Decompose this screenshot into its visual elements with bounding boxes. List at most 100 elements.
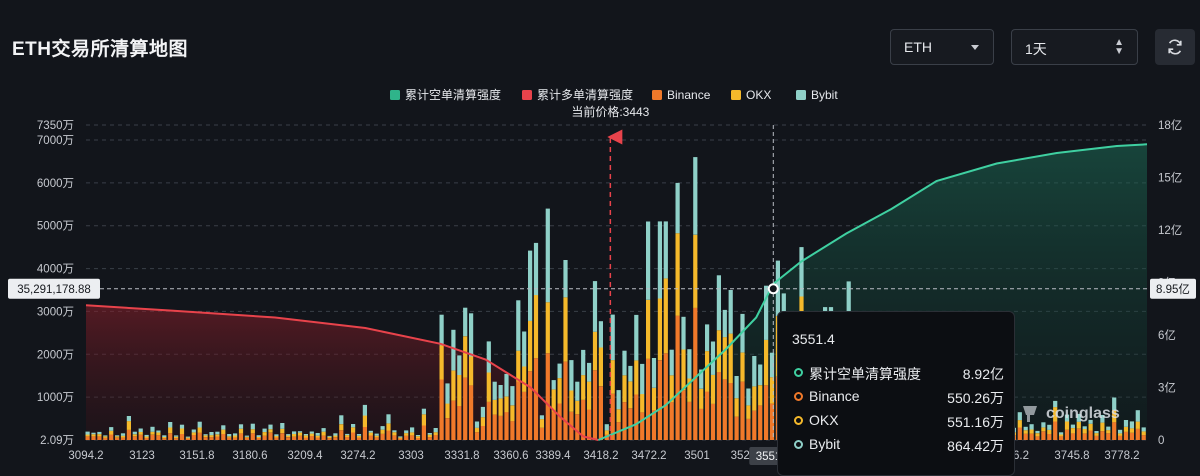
binance-bar: [581, 400, 586, 440]
binance-bar: [474, 432, 480, 440]
binance-bar: [439, 379, 444, 440]
binance-bar: [362, 427, 367, 440]
legend-label: Binance: [667, 88, 711, 102]
bybit-bar: [280, 423, 285, 429]
bybit-bar: [262, 428, 267, 432]
binance-bar: [1023, 433, 1028, 440]
bybit-bar: [681, 316, 686, 350]
binance-bar: [1094, 435, 1099, 440]
okx-bar: [575, 400, 580, 415]
binance-bar: [227, 437, 232, 440]
bybit-bar: [85, 431, 90, 435]
watermark-text: coinglass: [1046, 405, 1120, 422]
binance-bar: [539, 427, 544, 440]
okx-bar: [250, 429, 255, 434]
okx-bar: [203, 435, 208, 438]
bybit-bar: [1112, 397, 1117, 410]
asset-select[interactable]: ETH: [890, 29, 994, 65]
crosshair-left-value: 35,291,178.88: [17, 284, 91, 296]
binance-bar: [433, 435, 438, 440]
binance-bar: [1070, 433, 1075, 440]
bybit-bar: [575, 381, 580, 401]
chevron-down-icon: [971, 45, 979, 50]
cumulative-lines: [85, 143, 1148, 441]
x-axis-tick-label: 3274.2: [340, 450, 375, 462]
bybit-bar: [634, 314, 639, 361]
binance-bar: [126, 429, 131, 440]
okx-bar: [746, 405, 751, 419]
left-axis-tick-label: 7000万: [37, 135, 74, 147]
bybit-bar: [598, 321, 603, 348]
okx-bar: [197, 427, 202, 433]
binance-bar: [297, 435, 303, 440]
binance-bar: [1088, 430, 1093, 440]
okx-bar: [1112, 410, 1117, 423]
okx-bar: [109, 430, 114, 435]
binance-bar: [657, 360, 662, 440]
binance-bar: [309, 436, 314, 440]
bybit-bar: [522, 331, 527, 367]
okx-bar: [528, 320, 533, 372]
binance-bar: [752, 410, 757, 440]
okx-bar: [256, 437, 261, 439]
bybit-bar: [551, 380, 556, 390]
bybit-bar: [203, 434, 208, 436]
bybit-bar: [380, 426, 385, 430]
binance-bar: [156, 435, 161, 440]
bybit-bar: [162, 435, 167, 437]
page-title: ETH交易所清算地图: [12, 39, 189, 60]
bybit-bar: [1123, 420, 1129, 427]
okx-bar: [764, 339, 769, 386]
okx-bar: [734, 398, 739, 417]
chart-axes: 2.09万 1000万 2000万 3000万 4000万 5000万 6000万 7000万…: [37, 119, 1182, 462]
binance-bar: [398, 438, 403, 440]
okx-bar: [539, 419, 544, 428]
okx-bar: [132, 434, 137, 437]
okx-bar: [592, 331, 598, 371]
bybit-bar: [1041, 422, 1046, 428]
binance-bar: [498, 415, 503, 440]
binance-bar: [563, 361, 568, 440]
x-axis-tick-label: 3180.6: [232, 450, 267, 462]
okx-bar: [150, 431, 155, 435]
binance-bar: [551, 411, 556, 440]
series-dot-icon: [794, 416, 803, 425]
binance-bar: [486, 401, 491, 440]
binance-bar: [351, 432, 356, 440]
okx-bar: [1053, 407, 1058, 422]
bybit-bar: [528, 250, 533, 321]
bybit-bar: [309, 431, 314, 434]
period-select[interactable]: 1天 ▲ ▼: [1011, 29, 1138, 65]
bybit-bar: [286, 434, 291, 436]
left-axis-tick-label: 4000万: [37, 264, 74, 276]
series-dot-icon: [794, 392, 803, 401]
bybit-bar: [646, 221, 651, 300]
bybit-bar: [120, 433, 126, 436]
binance-bar: [457, 406, 462, 440]
right-axis-tick-label: 3亿: [1158, 382, 1176, 395]
bybit-bar: [764, 285, 769, 340]
bybit-bar: [1135, 410, 1140, 422]
okx-bar: [97, 434, 102, 437]
bybit-bar: [445, 383, 450, 404]
bybit-bar: [321, 428, 326, 432]
bybit-bar: [315, 433, 320, 436]
refresh-button[interactable]: [1155, 29, 1195, 65]
okx-bar: [687, 378, 692, 402]
bybit-bar: [504, 373, 509, 397]
okx-bar: [628, 381, 633, 409]
binance-bar: [592, 370, 598, 440]
okx-bar: [91, 434, 96, 437]
okx-bar: [451, 370, 456, 401]
bybit-bar: [215, 431, 220, 435]
bybit-bar: [268, 424, 273, 430]
okx-bar: [427, 434, 432, 438]
bybit-bar: [1106, 426, 1111, 431]
okx-bar: [392, 432, 397, 436]
okx-bar: [262, 432, 267, 436]
x-axis-tick-label: 3418.2: [583, 450, 618, 462]
current-price-label: 当前价格:3443: [571, 104, 649, 119]
binance-bar: [345, 437, 350, 440]
okx-bar: [321, 431, 326, 436]
up-down-arrows-icon: ▲ ▼: [1114, 37, 1124, 57]
